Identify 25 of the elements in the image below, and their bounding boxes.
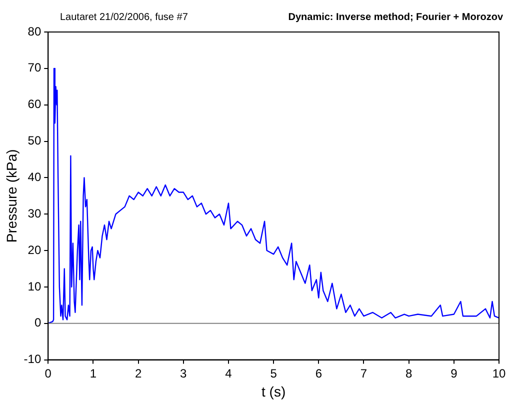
x-tick-label: 3 bbox=[180, 366, 188, 380]
y-tick-label: 60 bbox=[28, 97, 42, 112]
y-tick-label: 10 bbox=[28, 279, 42, 294]
x-tick-label: 9 bbox=[450, 366, 458, 380]
x-tick-label: 1 bbox=[90, 366, 97, 380]
x-axis-title: t (s) bbox=[262, 383, 286, 400]
chart-title: Lautaret 21/02/2006, fuse #7 bbox=[60, 12, 188, 23]
y-tick-label: 0 bbox=[34, 316, 42, 330]
y-tick-label: 30 bbox=[28, 206, 42, 220]
x-tick-label: 5 bbox=[270, 366, 278, 380]
y-tick-label: 80 bbox=[28, 24, 42, 38]
x-tick-label: 10 bbox=[492, 366, 506, 380]
x-tick-label: 7 bbox=[360, 366, 368, 380]
x-tick-label: 8 bbox=[405, 366, 412, 380]
y-tick-label: -10 bbox=[24, 352, 42, 366]
y-tick-label: 70 bbox=[28, 60, 42, 75]
x-tick-label: 2 bbox=[134, 366, 142, 380]
y-tick-label: 50 bbox=[28, 134, 42, 148]
x-tick-label: 6 bbox=[315, 366, 322, 380]
chart-subtitle: Dynamic: Inverse method; Fourier + Morozov bbox=[288, 12, 503, 23]
x-tick-label: 4 bbox=[225, 366, 232, 380]
y-tick-label: 40 bbox=[28, 170, 42, 184]
x-tick-label: 0 bbox=[44, 366, 52, 380]
y-axis-title: Pressure (kPa) bbox=[3, 149, 20, 243]
y-tick-label: 20 bbox=[28, 242, 42, 257]
